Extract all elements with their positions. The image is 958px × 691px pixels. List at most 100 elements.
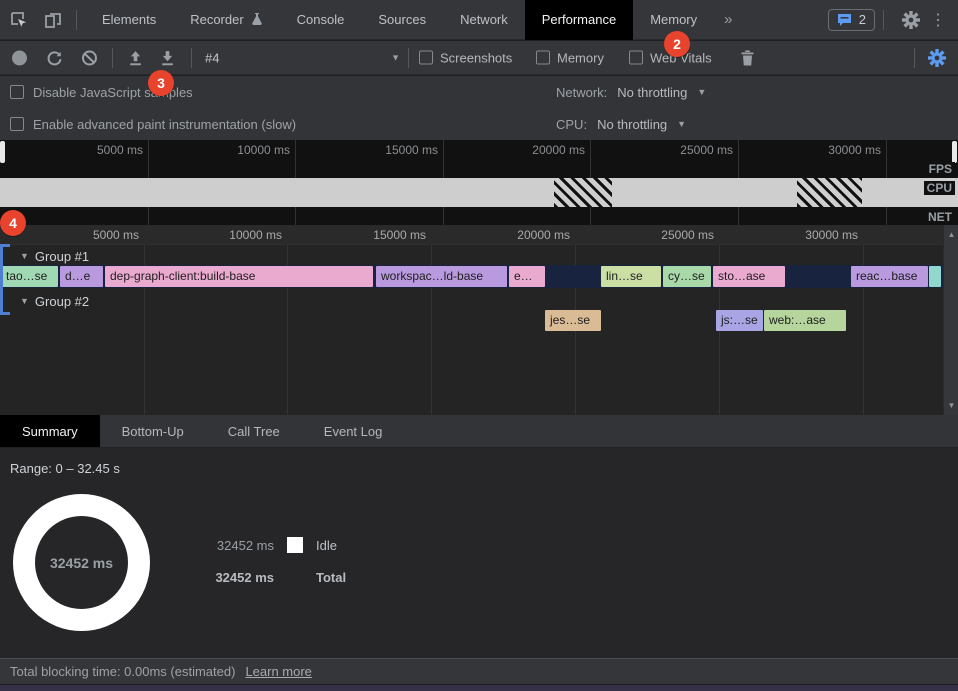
- tab-label: Bottom-Up: [121, 423, 184, 439]
- paint-instrumentation-row: Enable advanced paint instrumentation (s…: [0, 108, 958, 140]
- summary-pane: Range: 0 – 32.45 s 32452 ms 32452 ms Idl…: [0, 448, 958, 658]
- more-options-dots-icon[interactable]: ⋮: [930, 11, 946, 29]
- timeline-bar[interactable]: jes…se: [545, 310, 601, 331]
- scroll-down-icon[interactable]: ▼: [947, 401, 956, 410]
- device-toolbar-icon[interactable]: [38, 6, 68, 34]
- tick-label: 15000 ms: [373, 228, 426, 242]
- network-throttling-select[interactable]: Network: No throttling ▼: [556, 85, 706, 100]
- group2-header[interactable]: ▼ Group #2: [20, 292, 89, 310]
- donut-center-label: 32452 ms: [49, 554, 114, 571]
- capture-settings-gear-icon[interactable]: [928, 48, 946, 67]
- total-blocking-time-text: Total blocking time: 0.00ms (estimated): [10, 664, 236, 679]
- timeline-bar[interactable]: web:…ase: [764, 310, 846, 331]
- tab-performance[interactable]: Performance: [524, 0, 634, 40]
- divider: [883, 9, 884, 30]
- learn-more-link[interactable]: Learn more: [245, 664, 312, 679]
- details-tabbar: Summary Bottom-Up Call Tree Event Log: [0, 415, 958, 448]
- clear-recording-icon[interactable]: [81, 49, 98, 66]
- divider: [914, 47, 915, 68]
- timeline-overview[interactable]: 5000 ms 10000 ms 15000 ms 20000 ms 25000 ms 3…: [0, 140, 958, 225]
- tab-call-tree[interactable]: Call Tree: [206, 415, 302, 447]
- fps-lane-label: FPS: [925, 162, 955, 176]
- load-profile-icon[interactable]: [127, 49, 144, 66]
- web-vitals-checkbox[interactable]: Web Vitals: [629, 50, 712, 65]
- timeline-bar[interactable]: dep-graph-client:build-base: [105, 266, 373, 287]
- record-button[interactable]: [12, 50, 27, 65]
- tab-label: Network: [460, 12, 508, 27]
- tab-elements[interactable]: Elements: [85, 0, 173, 40]
- more-tabs-icon[interactable]: »: [724, 11, 733, 28]
- devtools-tabbar: Elements Recorder Console Sources Networ…: [0, 0, 958, 40]
- tick-label: 10000 ms: [237, 143, 290, 157]
- tick-label: 30000 ms: [828, 143, 881, 157]
- checkbox-label: Web Vitals: [650, 50, 712, 65]
- trash-icon[interactable]: [740, 49, 755, 66]
- checkbox-box[interactable]: [629, 50, 643, 65]
- divider: [408, 47, 409, 68]
- cpu-label: CPU:: [556, 116, 588, 132]
- tick-label: 25000 ms: [680, 143, 733, 157]
- timeline-bar[interactable]: tao…se: [1, 266, 58, 287]
- legend-row-total: 32452 ms Total: [208, 569, 346, 585]
- checkbox-box[interactable]: [419, 50, 433, 65]
- checkbox-box[interactable]: [536, 50, 550, 65]
- scroll-up-icon[interactable]: ▲: [947, 230, 956, 239]
- tab-label: Summary: [22, 423, 78, 439]
- timeline-bar[interactable]: sto…ase: [713, 266, 785, 287]
- net-lane-label: NET: [925, 210, 955, 224]
- issues-chat-icon: [837, 13, 853, 27]
- paint-instrumentation-checkbox[interactable]: [10, 117, 24, 131]
- tab-memory[interactable]: Memory: [633, 0, 714, 40]
- overview-left-handle[interactable]: [0, 141, 5, 163]
- collapse-triangle-icon[interactable]: ▼: [20, 296, 29, 306]
- cpu-throttling-select[interactable]: CPU: No throttling ▼: [556, 117, 686, 132]
- timeline-bar[interactable]: js:…se: [716, 310, 763, 331]
- tab-console[interactable]: Console: [280, 0, 362, 40]
- cpu-busy-hatch: [797, 178, 862, 207]
- tab-label: Console: [296, 12, 345, 27]
- inspect-element-icon[interactable]: [4, 6, 34, 34]
- timeline-bar[interactable]: d…e: [60, 266, 103, 287]
- tab-sources[interactable]: Sources: [361, 0, 443, 40]
- overview-right-handle[interactable]: [952, 141, 957, 163]
- reload-and-record-icon[interactable]: [46, 49, 63, 66]
- gridline: [863, 225, 864, 415]
- timeline-bar[interactable]: [929, 266, 941, 287]
- capture-settings-pane: Disable JavaScript samples Network: No t…: [0, 76, 958, 140]
- disable-js-samples-checkbox[interactable]: [10, 85, 24, 99]
- group1-header[interactable]: ▼ Group #1: [20, 247, 89, 265]
- settings-gear-icon[interactable]: [896, 6, 926, 34]
- gridline: [431, 225, 432, 415]
- timeline-bar[interactable]: lin…se: [601, 266, 661, 287]
- range-text: Range: 0 – 32.45 s: [10, 461, 120, 476]
- screenshots-checkbox[interactable]: Screenshots: [419, 50, 512, 65]
- chevron-down-icon: ▼: [697, 87, 707, 97]
- timeline-bar[interactable]: e…: [509, 266, 545, 287]
- tick-label: 20000 ms: [517, 228, 570, 242]
- memory-checkbox[interactable]: Memory: [536, 50, 604, 65]
- checkbox-label: Screenshots: [440, 50, 513, 65]
- tab-event-log[interactable]: Event Log: [302, 415, 405, 447]
- collapse-triangle-icon[interactable]: ▼: [20, 251, 29, 261]
- history-select[interactable]: #4 ▼: [205, 50, 400, 65]
- disable-js-samples-row: Disable JavaScript samples Network: No t…: [0, 76, 958, 108]
- flamechart-panel[interactable]: 5000 ms 10000 ms 15000 ms 20000 ms 25000 ms 3…: [0, 225, 958, 415]
- timeline-bar[interactable]: reac…base: [851, 266, 928, 287]
- flamechart-canvas[interactable]: 5000 ms 10000 ms 15000 ms 20000 ms 25000 ms 3…: [0, 225, 943, 415]
- desktop-background-strip: [0, 684, 958, 691]
- tab-summary[interactable]: Summary: [0, 415, 100, 447]
- timeline-bar[interactable]: workspac…ld-base: [376, 266, 507, 287]
- tab-label: Recorder: [190, 12, 244, 27]
- save-profile-icon[interactable]: [159, 49, 176, 66]
- issues-counter[interactable]: 2: [827, 8, 875, 31]
- tab-bottom-up[interactable]: Bottom-Up: [100, 415, 206, 447]
- timeline-bar[interactable]: cy…se: [663, 266, 711, 287]
- tab-network[interactable]: Network: [443, 0, 525, 40]
- group1-name: Group #1: [34, 248, 90, 264]
- tab-recorder[interactable]: Recorder: [173, 0, 279, 40]
- timeline-scrollbar[interactable]: ▲ ▼: [943, 225, 958, 415]
- summary-legend: 32452 ms Idle 32452 ms Total: [208, 537, 346, 601]
- tick-label: 10000 ms: [229, 228, 282, 242]
- tick-label: 5000 ms: [92, 228, 139, 242]
- gridline: [144, 225, 145, 415]
